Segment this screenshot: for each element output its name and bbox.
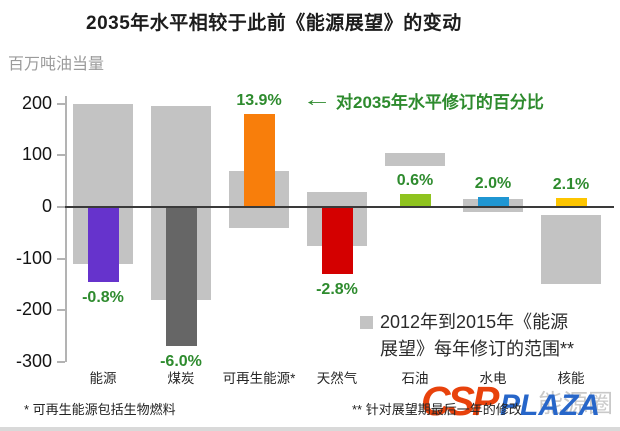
y-tick	[57, 102, 65, 105]
footnote-renewables: * 可再生能源包括生物燃料	[24, 402, 176, 417]
watermark-plaza-logo: PLAZA	[500, 389, 600, 422]
pct-label-hydro: 2.0%	[474, 174, 512, 192]
pct-label-renewables: 13.9%	[236, 92, 282, 110]
y-tick	[57, 309, 65, 312]
revision-annotation: ← 对2035年水平修订的百分比	[302, 88, 544, 113]
y-tick-label-100: 100	[21, 144, 52, 165]
revision-annotation-text: 对2035年水平修订的百分比	[336, 93, 544, 112]
y-tick	[57, 360, 65, 363]
revision-bar-hydro	[477, 196, 509, 207]
x-label-hydro: 水电	[479, 371, 507, 386]
pct-label-energy: -0.8%	[82, 288, 124, 306]
range-bar-nuclear	[541, 214, 601, 285]
y-tick	[57, 257, 65, 260]
revision-bar-oil	[399, 194, 431, 207]
chart-title: 2035年水平相较于此前《能源展望》的变动	[86, 13, 462, 34]
x-label-energy: 能源	[89, 371, 117, 386]
pct-label-natural-gas: -2.8%	[316, 281, 358, 299]
footnote-outlook: ** 针对展望期最后一年的修改	[352, 402, 522, 417]
revision-bar-natural-gas	[321, 207, 353, 275]
y-tick-label--300: -300	[15, 350, 52, 371]
x-label-nuclear: 核能	[557, 371, 585, 386]
y-tick-label-200: 200	[21, 92, 52, 113]
bottom-border	[0, 427, 620, 431]
arrow-left-icon: ←	[302, 89, 332, 111]
legend-label: 2012年到2015年《能源展望》每年修订的范围**	[380, 312, 575, 359]
y-tick	[57, 154, 65, 157]
x-label-natural-gas: 天然气	[316, 371, 358, 386]
watermark-csp-logo: CSP	[421, 378, 499, 424]
x-label-renewables: 可再生能源*	[222, 371, 296, 386]
revision-bar-energy	[87, 207, 119, 282]
revision-bar-coal	[165, 207, 197, 347]
revision-bar-renewables	[243, 114, 275, 207]
y-tick-label--200: -200	[15, 299, 52, 320]
legend-swatch	[360, 316, 373, 329]
zero-line	[65, 206, 614, 208]
revision-bar-nuclear	[555, 198, 587, 207]
range-bar-oil	[385, 152, 445, 166]
y-tick	[57, 206, 65, 208]
y-axis-line	[65, 96, 67, 362]
pct-label-nuclear: 2.1%	[552, 176, 590, 194]
y-axis-unit-label: 百万吨油当量	[8, 56, 105, 73]
x-label-coal: 煤炭	[167, 371, 195, 386]
y-tick-label--100: -100	[15, 247, 52, 268]
pct-label-oil: 0.6%	[396, 172, 434, 190]
y-tick-label-0: 0	[41, 196, 52, 216]
pct-label-coal: -6.0%	[160, 353, 202, 371]
watermark-faint-text: 能源圈	[538, 390, 614, 418]
x-label-oil: 石油	[401, 371, 429, 386]
legend: 2012年到2015年《能源展望》每年修订的范围**	[360, 309, 586, 363]
